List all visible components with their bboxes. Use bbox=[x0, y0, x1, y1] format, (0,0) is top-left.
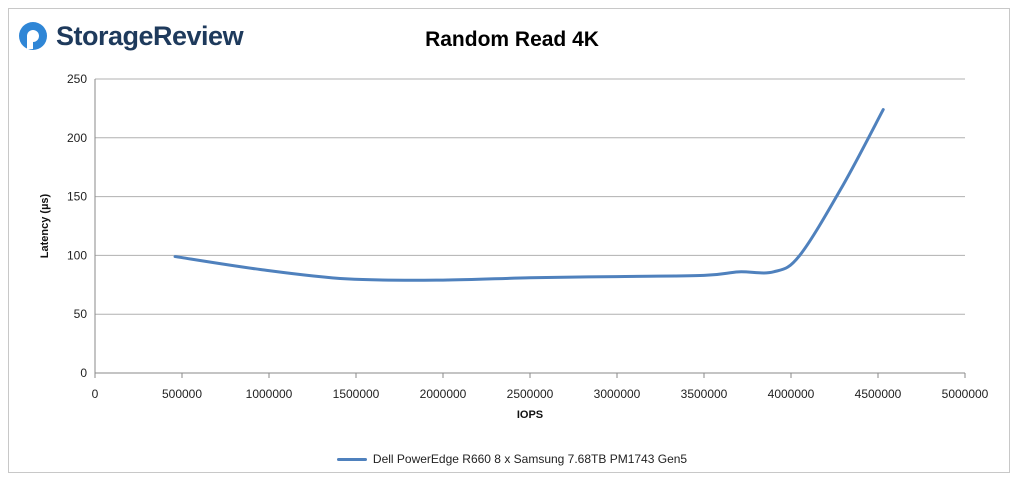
y-tick-label: 0 bbox=[80, 366, 87, 380]
y-tick-label: 200 bbox=[67, 131, 87, 145]
brand-name: StorageReview bbox=[56, 20, 244, 51]
legend: Dell PowerEdge R660 8 x Samsung 7.68TB P… bbox=[0, 452, 1024, 466]
grid-lines bbox=[95, 78, 965, 315]
y-tick-label: 50 bbox=[74, 307, 88, 321]
legend-swatch bbox=[336, 457, 367, 461]
x-tick-label: 3500000 bbox=[681, 387, 728, 401]
x-tick-label: 1000000 bbox=[246, 387, 293, 401]
legend-label: Dell PowerEdge R660 8 x Samsung 7.68TB P… bbox=[372, 452, 688, 466]
x-tick-label: 3000000 bbox=[594, 387, 641, 401]
x-tick-labels: 0 500000 1000000 1500000 2000000 2500000 30000… bbox=[92, 387, 989, 401]
x-tick-label: 4500000 bbox=[855, 387, 902, 401]
x-tick-label: 1500000 bbox=[333, 387, 380, 401]
y-axis-label: Latency (µs) bbox=[39, 193, 51, 258]
chart-frame bbox=[8, 8, 1010, 473]
brand-logo: StorageReview bbox=[18, 18, 244, 54]
x-tick-label: 2000000 bbox=[420, 387, 467, 401]
x-tick-label: 5000000 bbox=[942, 387, 989, 401]
x-tick-label: 2500000 bbox=[507, 387, 554, 401]
chart-title: Random Read 4K bbox=[425, 28, 599, 51]
axes bbox=[94, 79, 966, 378]
y-tick-labels: 0 50 100 150 200 250 bbox=[67, 72, 87, 380]
series-lines bbox=[173, 108, 885, 282]
x-tick-label: 4000000 bbox=[768, 387, 815, 401]
series-line bbox=[173, 108, 885, 282]
x-tick-label: 500000 bbox=[162, 387, 202, 401]
y-tick-label: 250 bbox=[67, 72, 87, 86]
y-tick-label: 150 bbox=[67, 190, 87, 204]
x-tick-label: 0 bbox=[92, 387, 99, 401]
x-axis-label: IOPS bbox=[517, 409, 543, 421]
y-tick-label: 100 bbox=[67, 248, 87, 262]
storagereview-logo-icon bbox=[19, 22, 47, 50]
